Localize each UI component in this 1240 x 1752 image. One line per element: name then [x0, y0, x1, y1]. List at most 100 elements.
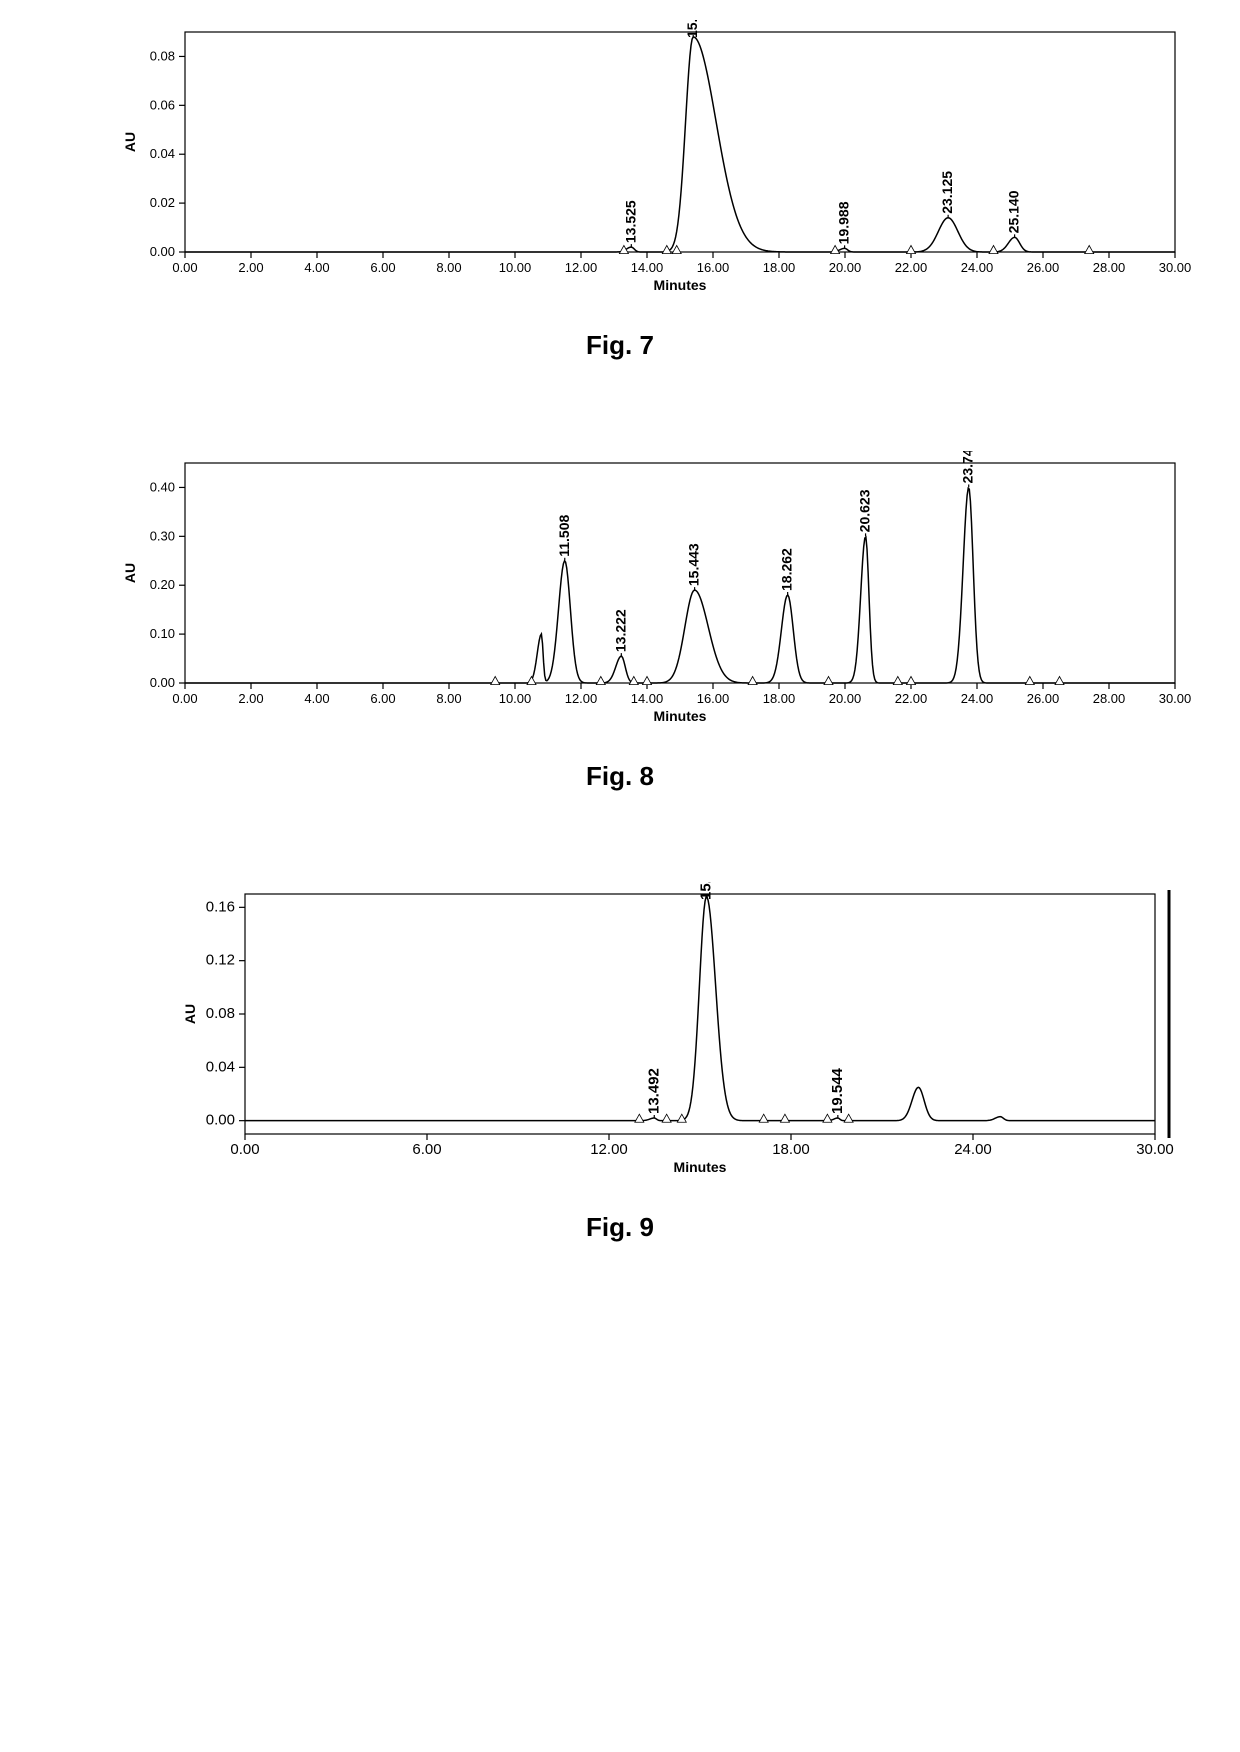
- peak-label: 13.525: [622, 200, 638, 243]
- y-tick-label: 0.00: [206, 1112, 235, 1129]
- fig9-chart: 0.006.0012.0018.0024.0030.000.000.040.08…: [175, 882, 1175, 1182]
- x-tick-label: 30.00: [1136, 1141, 1174, 1158]
- integration-marker: [823, 1114, 832, 1122]
- x-tick-label: 14.00: [631, 691, 664, 706]
- x-tick-label: 24.00: [961, 691, 994, 706]
- x-tick-label: 18.00: [763, 691, 796, 706]
- integration-marker: [759, 1114, 768, 1122]
- x-tick-label: 8.00: [436, 260, 461, 275]
- integration-marker: [780, 1114, 789, 1122]
- chromatogram-trace: [245, 897, 1155, 1121]
- integration-marker: [844, 1114, 853, 1122]
- x-tick-label: 28.00: [1093, 691, 1126, 706]
- x-tick-label: 14.00: [631, 260, 664, 275]
- x-tick-label: 24.00: [961, 260, 994, 275]
- y-tick-label: 0.40: [150, 479, 175, 494]
- fig9-caption: Fig. 9: [20, 1212, 1220, 1243]
- integration-marker: [989, 246, 998, 254]
- x-axis-title: Minutes: [674, 1159, 727, 1175]
- y-tick-label: 0.16: [206, 898, 235, 915]
- x-tick-label: 6.00: [370, 691, 395, 706]
- peak-label: 15.443: [686, 543, 702, 586]
- fig7-chart: 0.00 2.00 4.00 6.00 8.00 10.00 12.00 14.00 16.00…: [115, 20, 1195, 300]
- y-tick-label: 0.00: [150, 244, 175, 259]
- peak-label: 13.492: [645, 1068, 662, 1114]
- fig8-svg: 0.002.004.006.008.0010.0012.0014.0016.00…: [115, 451, 1195, 731]
- x-tick-label: 4.00: [304, 691, 329, 706]
- peak-label: 19.544: [829, 1067, 846, 1114]
- integration-marker: [1025, 677, 1034, 685]
- y-tick-label: 0.12: [206, 952, 235, 969]
- fig9-svg: 0.006.0012.0018.0024.0030.000.000.040.08…: [175, 882, 1175, 1182]
- x-axis-title: Minutes: [654, 277, 707, 293]
- x-tick-label: 22.00: [895, 260, 928, 275]
- integration-marker: [527, 677, 536, 685]
- x-tick-label: 10.00: [499, 260, 532, 275]
- y-axis-title: AU: [122, 563, 138, 583]
- x-tick-label: 12.00: [565, 260, 598, 275]
- integration-marker: [672, 246, 681, 254]
- peak-label: 15.213: [697, 882, 714, 900]
- y-tick-label: 0.04: [150, 146, 175, 161]
- x-tick-label: 20.00: [829, 260, 862, 275]
- fig7-svg: 0.00 2.00 4.00 6.00 8.00 10.00 12.00 14.00 16.00…: [115, 20, 1195, 300]
- x-tick-label: 18.00: [763, 260, 796, 275]
- x-tick-label: 12.00: [565, 691, 598, 706]
- integration-marker: [635, 1114, 644, 1122]
- x-tick-label: 4.00: [304, 260, 329, 275]
- x-tick-label: 30.00: [1159, 260, 1192, 275]
- x-tick-label: 12.00: [590, 1141, 628, 1158]
- x-tick-label: 26.00: [1027, 260, 1060, 275]
- chromatogram-trace: [185, 488, 1175, 683]
- y-tick-label: 0.08: [206, 1005, 235, 1022]
- integration-marker: [662, 1114, 671, 1122]
- x-tick-label: 28.00: [1093, 260, 1126, 275]
- x-tick-label: 2.00: [238, 260, 263, 275]
- x-tick-label: 18.00: [772, 1141, 810, 1158]
- y-tick-label: 0.02: [150, 195, 175, 210]
- integration-marker: [907, 677, 916, 685]
- x-axis-title: Minutes: [654, 708, 707, 724]
- fig9-container: 0.006.0012.0018.0024.0030.000.000.040.08…: [20, 882, 1220, 1243]
- peak-label: 20.623: [857, 489, 873, 532]
- peak-label: 15.507: [684, 20, 700, 38]
- y-tick-label: 0.10: [150, 626, 175, 641]
- x-tick-label: 10.00: [499, 691, 532, 706]
- x-tick-label: 20.00: [829, 691, 862, 706]
- integration-marker: [893, 677, 902, 685]
- y-tick-label: 0.00: [150, 675, 175, 690]
- integration-marker: [831, 246, 840, 254]
- y-tick-label: 0.08: [150, 48, 175, 63]
- integration-marker: [907, 246, 916, 254]
- peak-label: 18.262: [779, 548, 795, 591]
- integration-marker: [491, 677, 500, 685]
- x-tick-label: 6.00: [370, 260, 395, 275]
- fig7-caption: Fig. 7: [20, 330, 1220, 361]
- integration-marker: [643, 677, 652, 685]
- peak-label: 11.508: [556, 515, 572, 557]
- plot-border: [245, 894, 1155, 1134]
- fig8-caption: Fig. 8: [20, 761, 1220, 792]
- peak-label: 23.749: [960, 451, 976, 483]
- x-tick-label: 24.00: [954, 1141, 992, 1158]
- peak-label: 25.140: [1006, 190, 1022, 233]
- integration-marker: [1055, 677, 1064, 685]
- fig8-container: 0.002.004.006.008.0010.0012.0014.0016.00…: [20, 451, 1220, 792]
- fig8-chart: 0.002.004.006.008.0010.0012.0014.0016.00…: [115, 451, 1195, 731]
- plot-border: [185, 32, 1175, 252]
- x-tick-label: 0.00: [230, 1141, 259, 1158]
- x-tick-label: 0.00: [172, 260, 197, 275]
- y-tick-label: 0.30: [150, 528, 175, 543]
- y-axis-title: AU: [122, 132, 138, 152]
- x-tick-label: 6.00: [412, 1141, 441, 1158]
- peak-label: 19.988: [836, 201, 852, 244]
- x-tick-label: 30.00: [1159, 691, 1192, 706]
- integration-marker: [1085, 246, 1094, 254]
- x-tick-label: 16.00: [697, 260, 730, 275]
- integration-marker: [748, 677, 757, 685]
- chromatogram-trace: [185, 37, 1175, 252]
- x-tick-label: 8.00: [436, 691, 461, 706]
- y-tick-label: 0.06: [150, 97, 175, 112]
- y-tick-label: 0.20: [150, 577, 175, 592]
- y-axis-title: AU: [182, 1004, 198, 1024]
